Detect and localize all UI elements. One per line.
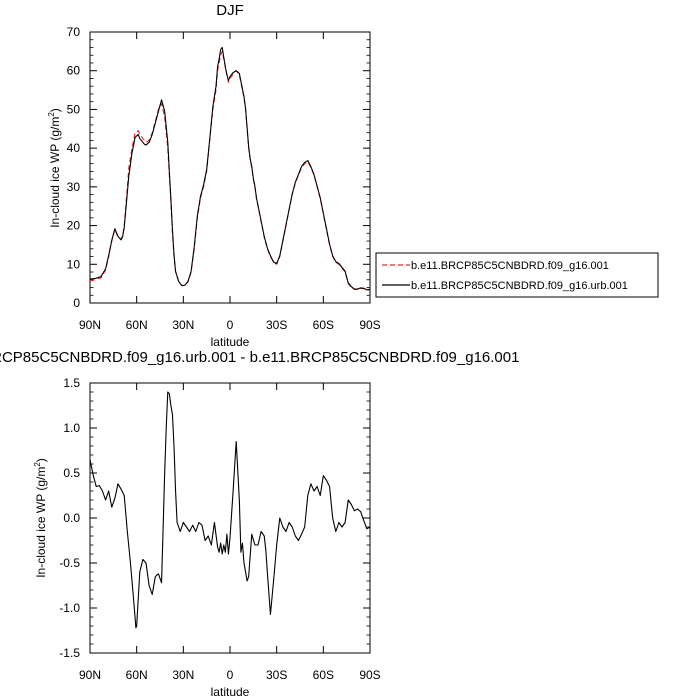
bottom-panel: b.e11.BRCP85C5CNBDRD.f09_g16.urb.001 - b… xyxy=(0,349,519,699)
bottom-y-tick-label: -1.5 xyxy=(59,646,80,660)
top-x-tick-label: 30S xyxy=(266,318,287,332)
top-y-tick-label: 70 xyxy=(67,25,81,39)
top-ticks xyxy=(89,31,371,304)
bottom-y-tick-label: -1.0 xyxy=(59,601,80,615)
top-plot-frame xyxy=(89,31,371,304)
top-y-tick-label: 10 xyxy=(67,257,81,271)
top-y-tick-label: 20 xyxy=(67,219,81,233)
bottom-y-tick-label: 1.5 xyxy=(63,376,80,390)
top-y-tick-label: 40 xyxy=(67,141,81,155)
top-x-tick-label: 0 xyxy=(227,318,234,332)
top-x-tick-label: 90N xyxy=(79,318,101,332)
top-x-tick-label: 90S xyxy=(359,318,380,332)
top-y-axis-label-main: In-cloud ice WP (g/m xyxy=(48,117,62,228)
bottom-y-axis-label-main: In-cloud ice WP (g/m xyxy=(34,467,48,578)
top-y-axis-label-close: ) xyxy=(48,108,62,112)
top-chart-title: DJF xyxy=(216,2,244,19)
bottom-x-tick-label: 60S xyxy=(313,668,334,682)
top-x-tick-labels: 90N 60N 30N 0 30S 60S 90S xyxy=(79,318,381,332)
bottom-y-tick-label: -0.5 xyxy=(59,556,80,570)
bottom-x-tick-label: 90S xyxy=(359,668,380,682)
bottom-series-lines xyxy=(89,391,371,629)
bottom-chart-title: b.e11.BRCP85C5CNBDRD.f09_g16.urb.001 - b… xyxy=(0,349,519,366)
top-y-tick-label: 60 xyxy=(67,64,81,78)
bottom-y-tick-label: 0.5 xyxy=(63,466,80,480)
bottom-x-tick-label: 60N xyxy=(126,668,148,682)
bottom-plot-frame xyxy=(89,382,371,654)
bottom-y-tick-labels: -1.5 -1.0 -0.5 0.0 0.5 1.0 1.5 xyxy=(59,376,80,660)
bottom-y-tick-label: 1.0 xyxy=(63,421,80,435)
top-series-lines xyxy=(89,46,370,291)
top-x-tick-label: 60N xyxy=(126,318,148,332)
legend-label-urb: b.e11.BRCP85C5CNBDRD.f09_g16.urb.001 xyxy=(411,280,628,292)
legend-label-base: b.e11.BRCP85C5CNBDRD.f09_g16.001 xyxy=(411,260,609,272)
top-x-tick-label: 60S xyxy=(313,318,334,332)
legend: b.e11.BRCP85C5CNBDRD.f09_g16.001 b.e11.B… xyxy=(375,252,659,298)
bottom-y-axis-label: In-cloud ice WP (g/m2) xyxy=(33,458,48,578)
top-y-tick-label: 30 xyxy=(67,180,81,194)
bottom-x-tick-label: 0 xyxy=(227,668,234,682)
bottom-ticks xyxy=(89,382,371,654)
top-x-tick-label: 30N xyxy=(172,318,194,332)
top-x-axis-label: latitude xyxy=(211,335,250,349)
bottom-x-tick-label: 30S xyxy=(266,668,287,682)
top-series-line-1 xyxy=(89,46,370,291)
bottom-x-axis-label: latitude xyxy=(211,685,250,699)
bottom-y-tick-label: 0.0 xyxy=(63,511,80,525)
bottom-x-tick-label: 90N xyxy=(79,668,101,682)
legend-box xyxy=(375,252,659,298)
top-y-tick-label: 50 xyxy=(67,102,81,116)
bottom-y-axis-label-close: ) xyxy=(34,458,48,462)
bottom-y-axis-label-superscript: 2 xyxy=(33,462,42,467)
top-y-tick-label: 0 xyxy=(73,296,80,310)
top-y-axis-label: In-cloud ice WP (g/m2) xyxy=(47,108,62,228)
top-y-axis-label-superscript: 2 xyxy=(47,112,56,117)
top-series-line-0 xyxy=(89,50,370,290)
bottom-x-tick-labels: 90N 60N 30N 0 30S 60S 90S xyxy=(79,668,381,682)
top-y-tick-labels: 0 10 20 30 40 50 60 70 xyxy=(67,25,81,310)
bottom-series-line-0 xyxy=(89,391,371,629)
bottom-x-tick-label: 30N xyxy=(172,668,194,682)
